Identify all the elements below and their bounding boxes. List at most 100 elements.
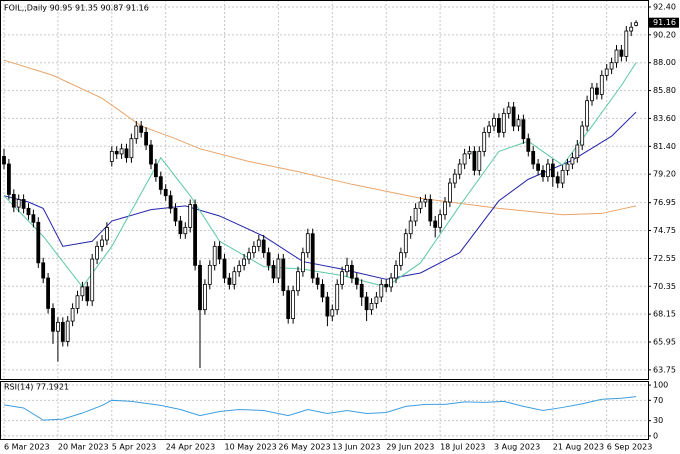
- candle-body: [462, 153, 467, 165]
- candle-body: [325, 296, 330, 317]
- candle-body: [506, 106, 511, 114]
- candle-body: [183, 226, 188, 235]
- candle-body: [590, 87, 594, 102]
- candle-body: [536, 163, 540, 171]
- candle-body: [168, 195, 173, 209]
- candle-body: [315, 277, 320, 285]
- candle-body: [85, 286, 90, 302]
- candle-body: [134, 125, 139, 140]
- candle-body: [354, 277, 359, 285]
- moving-average: [3, 59, 637, 216]
- candle-body: [276, 258, 281, 279]
- candle-body: [114, 150, 119, 155]
- candle-body: [516, 119, 521, 127]
- candle-body: [487, 125, 492, 133]
- candle-body: [242, 258, 247, 266]
- candle-body: [619, 49, 624, 57]
- x-tick-label: 3 Aug 2023: [494, 443, 540, 452]
- candle-body: [46, 277, 50, 309]
- candle-body: [634, 22, 638, 26]
- candle-body: [550, 163, 555, 178]
- candle-body: [413, 207, 418, 222]
- y-tick-label: 90.20: [653, 30, 676, 39]
- grid: [0, 0, 648, 440]
- candle-body: [501, 112, 506, 133]
- candle-body: [624, 30, 629, 57]
- candle-body: [492, 118, 496, 127]
- y-tick-label: 72.55: [653, 254, 676, 263]
- candle-body: [2, 156, 6, 165]
- x-tick-label: 24 Apr 2023: [166, 443, 215, 452]
- candle-body: [384, 283, 389, 288]
- candle-body: [614, 49, 619, 64]
- candle-body: [467, 150, 472, 155]
- candle-body: [296, 271, 300, 292]
- candle-body: [300, 252, 305, 273]
- rsi-tick-label: 70: [653, 396, 663, 405]
- candle-body: [232, 271, 237, 285]
- candle-body: [330, 309, 335, 317]
- candle-body: [198, 264, 202, 311]
- y-tick-label: 68.15: [653, 310, 676, 319]
- rsi-label: RSI(14) 77.1921: [4, 383, 69, 392]
- candle-body: [305, 233, 310, 254]
- candle-body: [398, 252, 403, 266]
- candle-body: [178, 220, 183, 235]
- rsi-tick-label: 100: [653, 381, 668, 390]
- candle-body: [227, 277, 232, 285]
- y-tick-label: 88.00: [653, 58, 676, 67]
- y-tick-label: 85.80: [653, 86, 676, 95]
- candle-body: [457, 163, 462, 175]
- y-tick-label: 76.95: [653, 198, 676, 207]
- candle-body: [560, 169, 565, 184]
- candle-body: [75, 295, 80, 309]
- x-tick-label: 21 Aug 2023: [553, 443, 604, 452]
- x-tick-label: 20 Mar 2023: [58, 443, 109, 452]
- candle-body: [207, 264, 212, 285]
- candle-body: [379, 283, 384, 298]
- candle-body: [124, 148, 129, 159]
- candle-body: [247, 252, 251, 260]
- candle-body: [31, 214, 36, 223]
- rsi-line: [3, 396, 637, 421]
- candle-body: [193, 204, 198, 266]
- candle-body: [599, 74, 604, 95]
- candle-body: [526, 138, 531, 152]
- candle-body: [7, 163, 11, 195]
- candle-body: [202, 283, 207, 311]
- candle-body: [438, 214, 443, 228]
- candle-body: [369, 302, 374, 311]
- candle-body: [565, 163, 570, 171]
- candle-body: [291, 290, 296, 319]
- candle-body: [129, 138, 134, 159]
- x-tick-label: 5 Apr 2023: [112, 443, 156, 452]
- candle-body: [11, 194, 16, 208]
- candle-body: [271, 264, 276, 279]
- candle-body: [251, 245, 256, 254]
- candle-body: [511, 106, 516, 127]
- rsi-frame: [0, 381, 649, 440]
- candle-body: [428, 199, 433, 222]
- candle-body: [158, 176, 163, 190]
- candle-body: [521, 119, 526, 140]
- y-tick-label: 74.75: [653, 226, 676, 235]
- candle-body: [80, 286, 85, 297]
- y-tick-label: 63.75: [653, 365, 676, 374]
- candle-body: [212, 245, 217, 266]
- candle-body: [105, 226, 109, 241]
- candle-body: [26, 207, 31, 216]
- last-price-box: [649, 17, 679, 28]
- candle-body: [60, 321, 65, 342]
- candle-body: [609, 62, 614, 70]
- candle-body: [56, 321, 60, 332]
- candle-body: [109, 150, 114, 162]
- y-tick-label: 70.35: [653, 282, 676, 291]
- candle-body: [153, 163, 158, 178]
- candle-body: [217, 245, 222, 260]
- candle-body: [531, 150, 536, 165]
- y-tick-label: 81.40: [653, 142, 676, 151]
- candle-body: [595, 87, 599, 95]
- candle-body: [256, 239, 261, 247]
